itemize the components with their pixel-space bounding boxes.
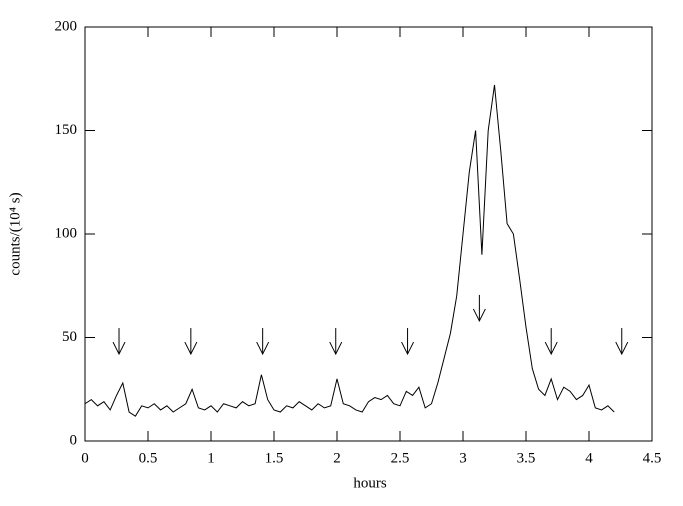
x-tick-label: 2.5 xyxy=(391,450,410,466)
x-tick-label: 1.5 xyxy=(265,450,284,466)
x-tick-label: 2 xyxy=(333,450,341,466)
x-tick-label: 0.5 xyxy=(139,450,158,466)
x-tick-label: 4.5 xyxy=(643,450,662,466)
arrow-head xyxy=(112,341,126,356)
y-tick-label: 50 xyxy=(62,329,77,345)
arrow-marker xyxy=(615,328,629,356)
arrow-marker xyxy=(544,328,558,356)
arrow-marker xyxy=(472,294,486,323)
arrow-marker xyxy=(256,328,270,356)
arrow-marker xyxy=(329,328,343,356)
x-axis-label: hours xyxy=(353,475,386,491)
arrow-head xyxy=(256,341,270,356)
y-tick-label: 200 xyxy=(55,18,78,34)
arrow-head xyxy=(472,308,486,323)
y-tick-label: 150 xyxy=(55,122,78,138)
arrow-marker xyxy=(184,328,198,356)
arrow-marker xyxy=(112,328,126,356)
x-tick-label: 3.5 xyxy=(517,450,536,466)
light-curve xyxy=(84,84,615,417)
y-tick-label: 0 xyxy=(70,432,78,448)
y-tick-label: 100 xyxy=(55,225,78,241)
x-tick-label: 3 xyxy=(459,450,467,466)
arrow-marker xyxy=(401,328,415,356)
x-tick-label: 4 xyxy=(585,450,593,466)
arrow-head xyxy=(544,341,558,356)
arrow-head xyxy=(401,341,415,356)
x-tick-label: 1 xyxy=(207,450,215,466)
arrow-head xyxy=(615,341,629,356)
arrow-head xyxy=(329,341,343,356)
arrow-head xyxy=(184,341,198,356)
plot-frame xyxy=(84,26,653,442)
y-axis-label: counts/(10⁴ s) xyxy=(7,192,23,275)
x-tick-label: 0 xyxy=(81,450,89,466)
